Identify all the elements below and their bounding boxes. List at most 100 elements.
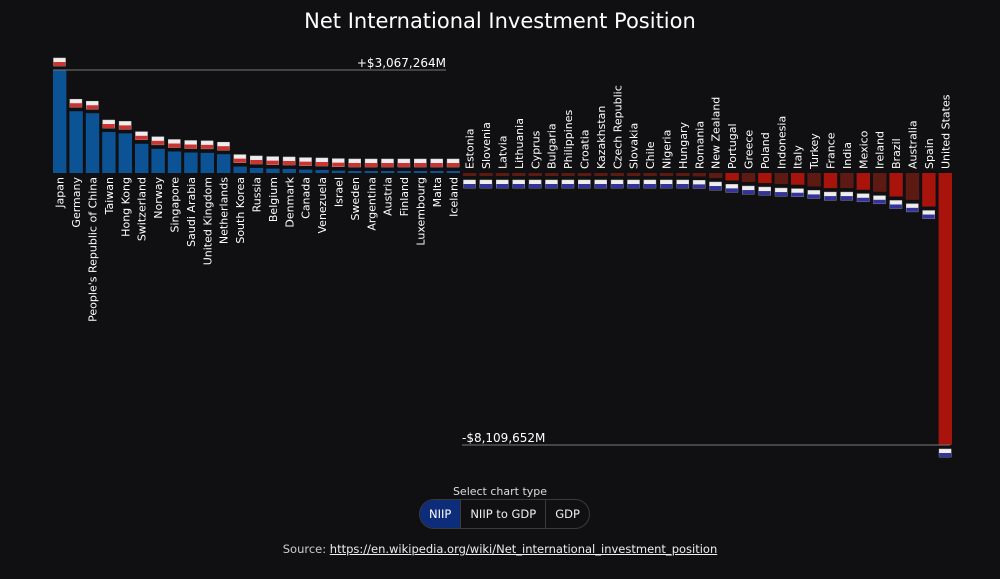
flag-stripe-united-kingdom <box>201 144 214 149</box>
bar-chart: Japan Germany People's Republic of China Ta… <box>53 56 952 458</box>
flag-stripe-people-s-republic-of-china <box>86 105 99 110</box>
flag-stripe-venezuela <box>315 161 328 166</box>
tick-label-taiwan: Taiwan <box>103 177 116 215</box>
bar-estonia <box>463 173 477 176</box>
flag-stripe-sweden <box>348 162 361 167</box>
flag-stripe-israel <box>332 162 345 167</box>
flag-stripe-denmark <box>283 160 296 165</box>
bar-argentina <box>364 171 378 173</box>
flag-stripe-slovakia <box>627 184 640 188</box>
tick-label-singapore: Singapore <box>169 177 182 233</box>
tick-label-slovakia: Slovakia <box>628 123 641 169</box>
tick-label-south-korea: South Korea <box>234 177 247 244</box>
flag-stripe-slovenia <box>479 184 492 188</box>
bar-czech-republic <box>610 173 624 176</box>
flag-stripe-malta <box>430 163 443 167</box>
flag-stripe-estonia <box>463 184 476 188</box>
tick-label-luxembourg: Luxembourg <box>415 177 428 246</box>
flag-stripe-chile <box>643 184 656 188</box>
source-prefix: Source: <box>282 542 330 556</box>
tick-label-brazil: Brazil <box>890 138 903 169</box>
bar-germany <box>69 111 83 173</box>
flag-stripe-cyprus <box>529 184 542 188</box>
tick-label-norway: Norway <box>152 177 165 219</box>
bar-finland <box>397 171 411 173</box>
bar-turkey <box>807 173 821 187</box>
bar-switzerland <box>135 143 149 173</box>
tick-label-india: India <box>841 142 854 169</box>
flag-stripe-brazil <box>889 204 902 209</box>
bar-portugal <box>725 173 739 181</box>
tick-label-venezuela: Venezuela <box>316 177 329 234</box>
bar-france <box>823 173 838 189</box>
flag-stripe-austria <box>381 163 394 167</box>
flag-stripe-saudi-arabia <box>184 144 197 149</box>
flag-stripe-norway <box>151 140 164 145</box>
bar-united-kingdom <box>200 152 214 173</box>
bar-iceland <box>446 171 460 173</box>
bar-mexico <box>856 173 870 190</box>
tick-label-latvia: Latvia <box>497 136 510 170</box>
tick-label-argentina: Argentina <box>365 177 378 231</box>
option-niip-to-gdp-button[interactable]: NIIP to GDP <box>460 500 545 528</box>
option-gdp-button[interactable]: GDP <box>545 500 589 528</box>
flag-stripe-portugal <box>725 188 738 193</box>
flag-stripe-iceland <box>447 163 460 167</box>
tick-label-cyprus: Cyprus <box>529 130 542 169</box>
tick-label-japan: Japan <box>54 177 67 209</box>
flag-stripe-bulgaria <box>545 184 558 188</box>
tick-label-poland: Poland <box>759 132 772 169</box>
bar-south-korea <box>233 166 247 173</box>
bar-greece <box>741 173 756 183</box>
flag-stripe-switzerland <box>135 135 148 140</box>
bar-romania <box>692 173 706 177</box>
bar-venezuela <box>315 169 329 173</box>
flag-stripe-india <box>840 196 853 201</box>
bar-lithuania <box>512 173 526 176</box>
bar-australia <box>905 173 920 200</box>
bar-croatia <box>577 173 592 176</box>
bar-spain <box>922 173 936 207</box>
chart-type-selector[interactable]: NIIP NIIP to GDP GDP <box>419 499 590 529</box>
bar-taiwan <box>102 132 116 173</box>
tick-label-czech-republic: Czech Republic <box>611 85 624 169</box>
bar-indonesia <box>774 173 788 185</box>
flag-stripe-france <box>824 196 837 201</box>
option-niip-button[interactable]: NIIP <box>420 500 461 528</box>
tick-label-italy: Italy <box>792 145 805 169</box>
bar-norway <box>151 148 165 173</box>
flag-stripe-czech-republic <box>611 184 624 188</box>
bar-japan <box>53 70 67 173</box>
flag-stripe-croatia <box>578 184 591 188</box>
tick-label-slovenia: Slovenia <box>480 122 493 169</box>
tick-label-israel: Israel <box>333 177 346 207</box>
tick-label-finland: Finland <box>398 177 411 216</box>
chart-title: Net International Investment Position <box>304 9 696 33</box>
bar-kazakhstan <box>594 173 608 176</box>
flag-stripe-finland <box>397 163 410 167</box>
tick-label-saudi-arabia: Saudi Arabia <box>185 177 198 247</box>
tick-label-turkey: Turkey <box>808 133 821 170</box>
tick-label-canada: Canada <box>300 177 313 219</box>
flag-stripe-new-zealand <box>709 186 722 191</box>
max-value-label: +$3,067,264M <box>357 56 446 70</box>
tick-label-australia: Australia <box>907 120 920 169</box>
tick-label-belgium: Belgium <box>267 177 280 222</box>
source-link[interactable]: https://en.wikipedia.org/wiki/Net_intern… <box>329 542 718 556</box>
flag-stripe-belgium <box>266 160 279 165</box>
bar-singapore <box>167 151 182 173</box>
bar-malta <box>430 171 444 173</box>
tick-label-united-kingdom: United Kingdom <box>201 177 214 265</box>
tick-label-mexico: Mexico <box>857 130 870 169</box>
flag-stripe-italy <box>791 192 804 197</box>
flag-stripe-romania <box>693 184 706 189</box>
bar-saudi-arabia <box>184 152 198 173</box>
bar-new-zealand <box>709 173 723 179</box>
bar-united-states <box>938 173 952 445</box>
bar-netherlands <box>217 154 231 173</box>
bar-sweden <box>348 170 362 173</box>
tick-label-lithuania: Lithuania <box>513 118 526 169</box>
tick-label-switzerland: Switzerland <box>136 177 149 241</box>
bar-people-s-republic-of-china <box>85 113 100 173</box>
bar-slovenia <box>479 173 493 176</box>
